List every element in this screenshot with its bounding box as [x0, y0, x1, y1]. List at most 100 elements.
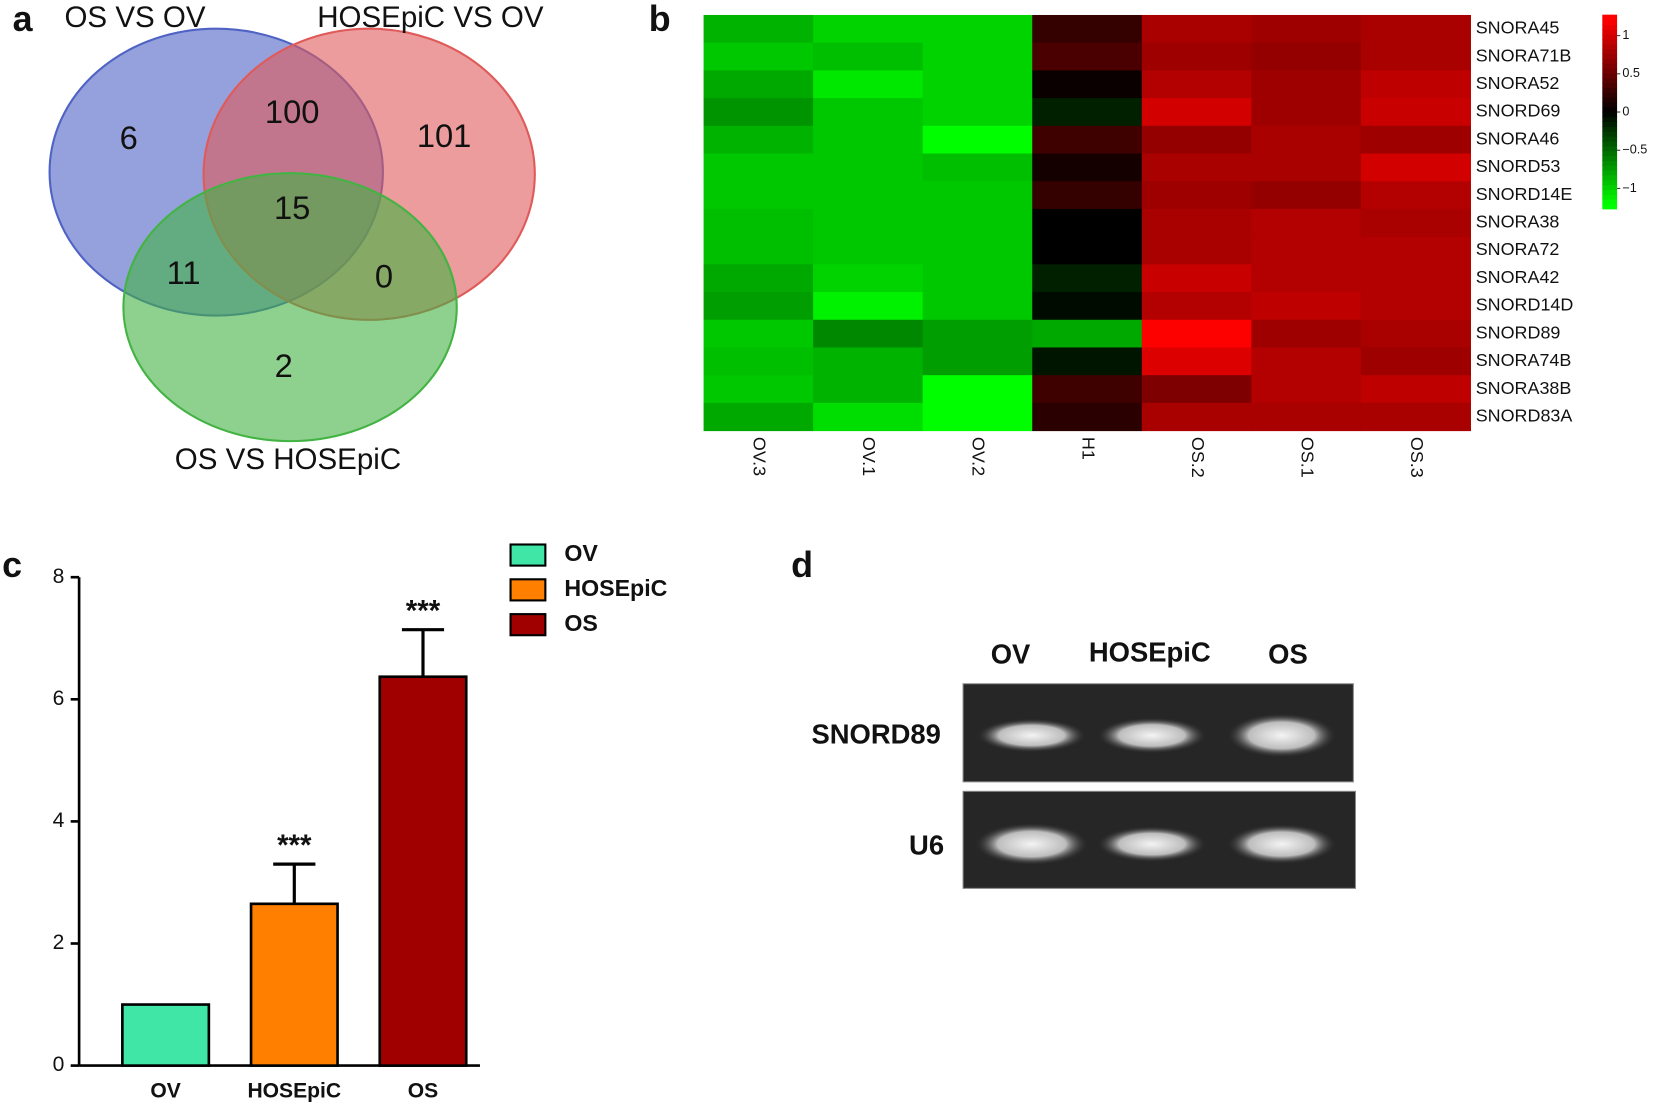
- set-label: HOSEpiC VS OV: [317, 1, 544, 34]
- heat-cell: [813, 236, 924, 265]
- column-label: OS.1: [1297, 437, 1317, 478]
- colorbar-step: [1602, 135, 1618, 142]
- panel-label: a: [13, 0, 34, 39]
- heat-cell: [1360, 319, 1471, 348]
- heat-cell: [922, 181, 1033, 210]
- heat-cell: [703, 208, 814, 238]
- colorbar-step: [1602, 14, 1618, 21]
- colorbar-tick-label: 1: [1622, 28, 1629, 42]
- heat-cell: [1141, 264, 1252, 293]
- colorbar-step: [1602, 121, 1618, 127]
- colorbar-step: [1602, 155, 1618, 161]
- colorbar-step: [1602, 184, 1618, 190]
- heat-cell: [1032, 153, 1143, 182]
- heat-cell: [922, 125, 1033, 155]
- colorbar-step: [1602, 63, 1618, 69]
- region-count: 2: [275, 347, 293, 384]
- heat-cell: [703, 125, 814, 155]
- venn-set: [122, 172, 458, 443]
- colorbar-step: [1602, 68, 1618, 74]
- heat-cell: [1360, 70, 1471, 99]
- heat-cell: [813, 375, 924, 404]
- heat-cell: [703, 153, 814, 182]
- heat-cell: [1032, 375, 1143, 404]
- heat-cell: [1141, 347, 1252, 376]
- colorbar-step: [1602, 189, 1618, 195]
- heat-cell: [1141, 208, 1252, 238]
- bar: [378, 675, 468, 1067]
- row-label: SNORD69: [1476, 101, 1561, 121]
- heat-cell: [1141, 125, 1252, 155]
- panel-label: d: [791, 545, 813, 585]
- row-label: SNORA52: [1476, 73, 1560, 93]
- region-count: 101: [417, 117, 472, 154]
- heat-cell: [813, 319, 924, 348]
- heat-cell: [1360, 153, 1471, 182]
- heat-cell: [922, 236, 1033, 265]
- colorbar-step: [1602, 77, 1618, 84]
- row-label: SNORD83A: [1476, 405, 1573, 425]
- y-tick-label: 6: [53, 687, 65, 710]
- heat-cell: [1032, 70, 1143, 99]
- heat-cell: [1141, 153, 1252, 182]
- colorbar-step: [1602, 203, 1618, 210]
- region-count: 11: [167, 254, 201, 291]
- heat-cell: [922, 70, 1033, 99]
- heat-cell: [1251, 292, 1362, 321]
- heat-cell: [1032, 236, 1143, 265]
- column-label: OV.1: [859, 437, 879, 476]
- heat-cell: [813, 264, 924, 293]
- column-label: H1: [1078, 437, 1098, 460]
- heat-cell: [1251, 264, 1362, 293]
- heat-cell: [1141, 70, 1252, 99]
- legend-swatch: [509, 578, 547, 602]
- row-label: SNORD89: [1476, 322, 1561, 342]
- colorbar-step: [1602, 43, 1618, 50]
- heat-cell: [1032, 208, 1143, 238]
- y-tick-label: 2: [53, 931, 65, 954]
- lane-label: OV: [991, 639, 1031, 670]
- row-label: SNORA45: [1476, 18, 1560, 38]
- heat-cell: [703, 70, 814, 99]
- colorbar-step: [1602, 72, 1618, 79]
- column-label: OV.2: [969, 437, 989, 476]
- row-label: SNORD14D: [1476, 295, 1574, 315]
- colorbar-step: [1602, 126, 1618, 132]
- set-label: OS VS HOSEpiC: [175, 443, 401, 476]
- row-label: SNORA72: [1476, 239, 1560, 259]
- heat-cell: [1251, 70, 1362, 99]
- gel-band: [976, 718, 1087, 753]
- gel-band: [1097, 826, 1207, 863]
- heat-cell: [703, 42, 814, 71]
- bar: [249, 902, 339, 1067]
- x-tick-label: OV: [150, 1080, 180, 1103]
- heat-cell: [703, 236, 814, 265]
- y-tick-label: 0: [53, 1053, 65, 1076]
- heat-cell: [1032, 292, 1143, 321]
- colorbar-step: [1602, 169, 1618, 176]
- colorbar-step: [1602, 24, 1618, 30]
- row-label: SNORA74B: [1476, 350, 1572, 370]
- heat-cell: [813, 98, 924, 127]
- heat-cell: [1032, 125, 1143, 155]
- heat-cell: [1032, 264, 1143, 293]
- heat-cell: [1032, 42, 1143, 71]
- heat-cell: [1141, 375, 1252, 404]
- lane-label: HOSEpiC: [1089, 636, 1211, 667]
- significance: ***: [277, 829, 312, 862]
- legend-label: HOSEpiC: [564, 575, 667, 601]
- colorbar-tick-label: −0.5: [1622, 143, 1647, 157]
- heat-cell: [1032, 181, 1143, 210]
- heat-cell: [1251, 42, 1362, 71]
- colorbar-step: [1602, 53, 1618, 59]
- heat-cell: [922, 264, 1033, 293]
- heat-cell: [1360, 347, 1471, 376]
- heat-cell: [1141, 402, 1252, 432]
- heat-cell: [922, 319, 1033, 348]
- legend-swatch: [509, 543, 547, 567]
- heat-cell: [1251, 347, 1362, 376]
- heat-cell: [703, 347, 814, 376]
- heat-cell: [1141, 42, 1252, 71]
- heat-cell: [1251, 402, 1362, 432]
